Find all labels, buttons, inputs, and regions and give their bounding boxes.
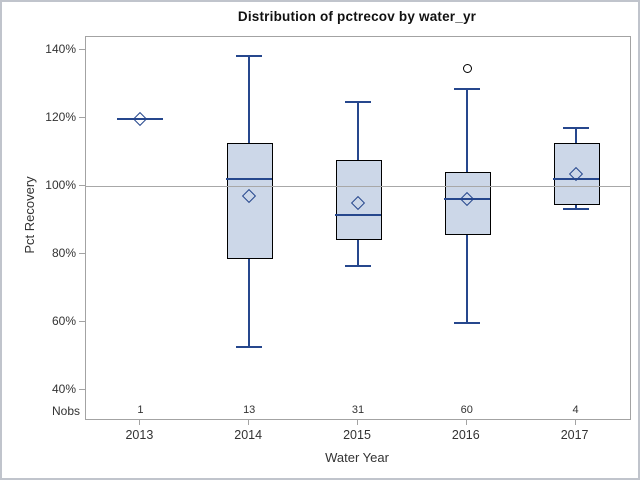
lower-whisker-cap [562, 208, 589, 211]
lower-whisker-cap [453, 322, 480, 325]
upper-whisker-cap [562, 126, 589, 129]
median-line [117, 118, 164, 121]
y-tick-mark [79, 48, 85, 50]
x-tick-label: 2014 [234, 428, 263, 442]
x-axis-title: Water Year [325, 450, 389, 465]
y-tick-label: 140% [45, 41, 76, 56]
y-tick-label: 40% [51, 381, 76, 396]
x-tick-label: 2017 [560, 428, 589, 442]
upper-whisker-cap [236, 55, 263, 58]
upper-whisker-line [248, 56, 251, 144]
x-tick-label: 2013 [125, 428, 154, 442]
y-tick-label: 80% [51, 245, 76, 260]
x-tick-mark [574, 420, 576, 425]
mean-diamond [133, 112, 148, 127]
nobs-value: 13 [243, 404, 256, 416]
upper-whisker-line [465, 88, 468, 173]
nobs-value: 31 [351, 404, 365, 416]
iqr-box [227, 143, 274, 260]
upper-whisker-cap [345, 101, 371, 104]
nobs-value: 1 [137, 404, 144, 416]
chart-title: Distribution of pctrecov by water_yr [237, 9, 477, 24]
median-line [552, 177, 599, 180]
y-tick-mark [79, 388, 85, 390]
lower-whisker-cap [345, 264, 371, 267]
x-tick-label: 2015 [343, 428, 371, 442]
y-tick-mark [79, 116, 85, 118]
iqr-box [444, 172, 491, 236]
median-line [335, 213, 381, 216]
y-tick-label: 120% [45, 109, 76, 124]
y-tick-mark [79, 184, 85, 186]
x-tick-mark [465, 420, 467, 425]
upper-whisker-cap [453, 87, 480, 90]
x-tick-label: 2016 [451, 428, 480, 442]
nobs-value: 60 [460, 404, 473, 416]
iqr-box [336, 160, 382, 241]
median-line [226, 177, 273, 180]
outlier-point [462, 64, 472, 74]
nobs-row-label: Nobs [51, 404, 80, 418]
x-tick-mark [248, 420, 250, 425]
nobs-value: 4 [572, 404, 579, 416]
lower-whisker-line [357, 238, 359, 266]
plot-area: 1 13 31 60 4 [85, 36, 631, 420]
x-tick-mark [357, 420, 358, 425]
y-tick-label: 60% [51, 313, 76, 328]
upper-whisker-line [574, 127, 577, 144]
reference-line-100pct [86, 185, 630, 187]
lower-whisker-cap [236, 346, 263, 349]
y-tick-mark [79, 320, 85, 322]
lower-whisker-line [574, 202, 577, 210]
upper-whisker-line [357, 102, 359, 161]
iqr-box [553, 143, 600, 205]
y-tick-label: 100% [45, 177, 76, 192]
y-tick-mark [79, 252, 85, 254]
median-line [443, 198, 490, 201]
lower-whisker-line [465, 233, 468, 324]
x-tick-mark [139, 420, 141, 425]
lower-whisker-line [248, 257, 251, 348]
